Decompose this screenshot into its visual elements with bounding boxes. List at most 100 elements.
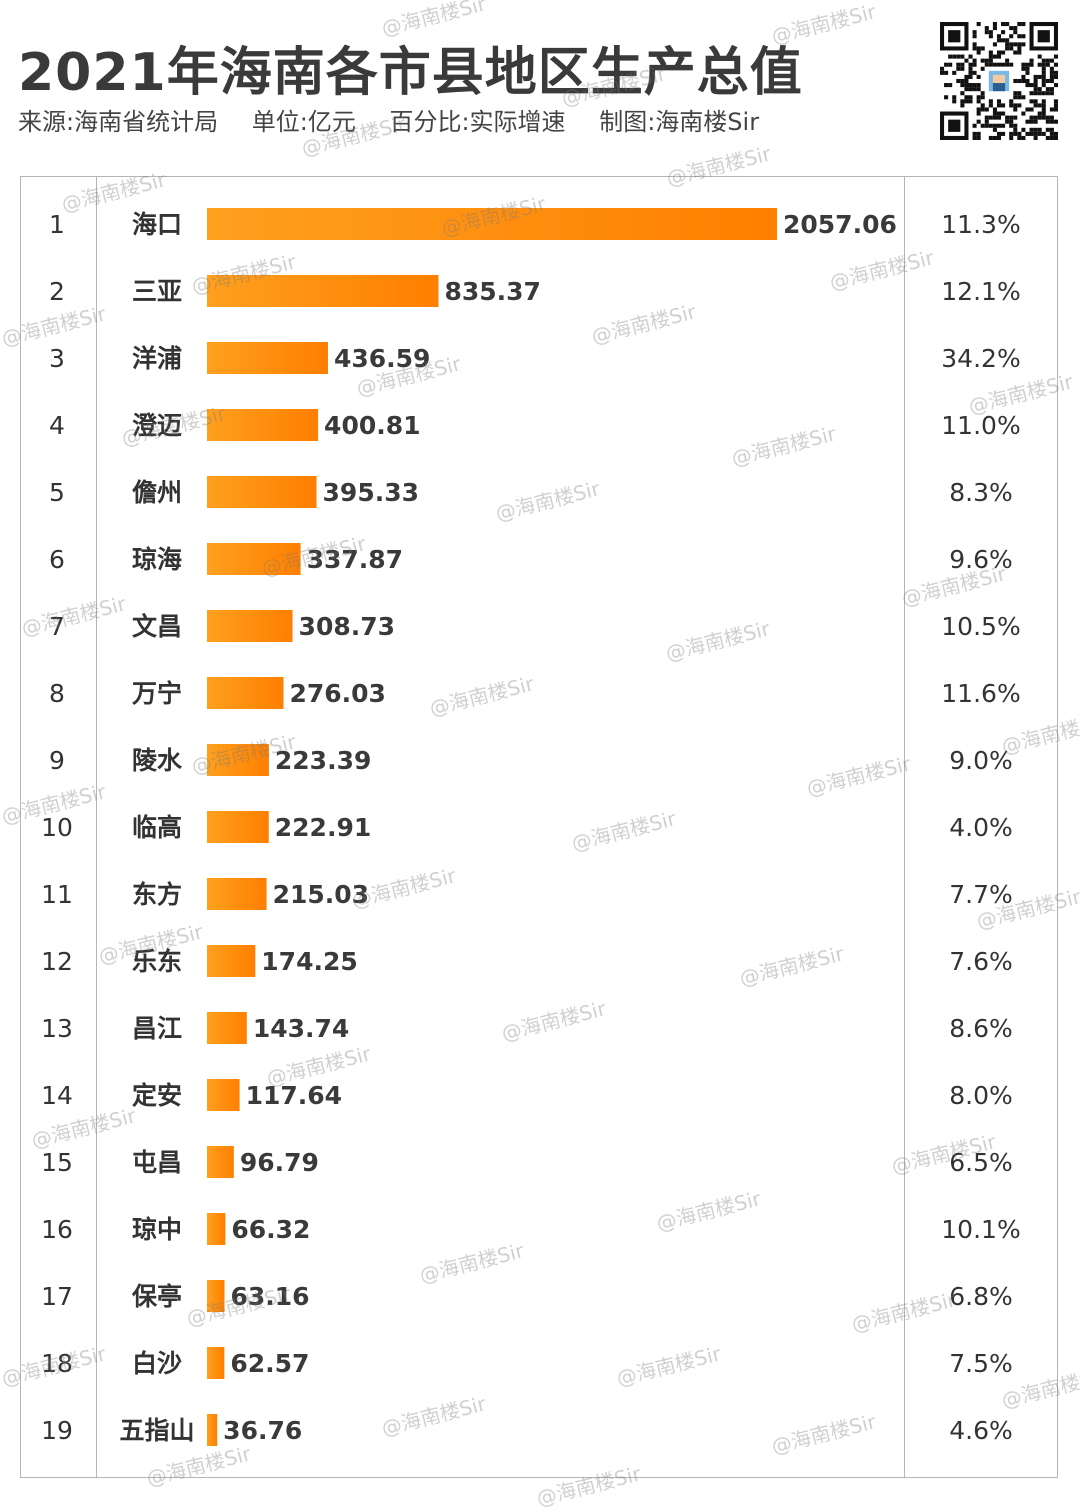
rank-label: 3	[49, 344, 65, 373]
rank-label: 13	[41, 1014, 73, 1043]
bar	[207, 677, 284, 709]
category-label: 澄迈	[132, 411, 182, 440]
bar	[207, 1347, 225, 1379]
bar	[207, 1414, 218, 1446]
category-label: 万宁	[132, 679, 182, 708]
category-label: 陵水	[132, 746, 183, 775]
value-label: 63.16	[231, 1282, 310, 1311]
category-label: 白沙	[132, 1349, 182, 1378]
rank-label: 17	[41, 1282, 73, 1311]
growth-label: 4.6%	[949, 1416, 1013, 1445]
rank-label: 1	[49, 210, 65, 239]
bar	[207, 342, 328, 374]
unit-label: 单位:亿元	[251, 108, 356, 136]
bar	[207, 275, 439, 307]
rank-divider	[96, 177, 97, 1477]
growth-label: 34.2%	[941, 344, 1020, 373]
rank-label: 14	[41, 1081, 73, 1110]
qr-code-icon	[940, 22, 1058, 140]
bar	[207, 1213, 226, 1245]
category-label: 海口	[132, 210, 182, 239]
growth-label: 7.6%	[949, 947, 1013, 976]
rank-label: 15	[41, 1148, 73, 1177]
category-label: 文昌	[132, 612, 182, 641]
growth-label: 8.6%	[949, 1014, 1013, 1043]
growth-label: 6.5%	[949, 1148, 1013, 1177]
value-label: 62.57	[230, 1349, 309, 1378]
value-label: 96.79	[240, 1148, 319, 1177]
value-label: 400.81	[324, 411, 420, 440]
category-label: 洋浦	[132, 344, 182, 373]
value-label: 223.39	[275, 746, 371, 775]
growth-label: 11.0%	[941, 411, 1020, 440]
value-label: 395.33	[323, 478, 419, 507]
bar	[207, 610, 293, 642]
rank-label: 5	[49, 478, 65, 507]
rank-label: 6	[49, 545, 65, 574]
value-label: 276.03	[289, 679, 385, 708]
category-label: 定安	[132, 1081, 182, 1110]
bar	[207, 945, 256, 977]
bar	[207, 878, 267, 910]
value-label: 835.37	[444, 277, 540, 306]
category-label: 临高	[132, 813, 182, 842]
rank-label: 19	[41, 1416, 73, 1445]
growth-label: 9.0%	[949, 746, 1013, 775]
bar	[207, 208, 777, 240]
growth-label: 4.0%	[949, 813, 1013, 842]
category-label: 保亭	[131, 1282, 182, 1311]
chart-title: 2021年海南各市县地区生产总值	[18, 43, 803, 103]
growth-label: 11.3%	[941, 210, 1020, 239]
category-label: 昌江	[132, 1014, 182, 1043]
value-label: 36.76	[223, 1416, 302, 1445]
rank-label: 11	[41, 880, 73, 909]
growth-label: 8.0%	[949, 1081, 1013, 1110]
rank-label: 8	[49, 679, 65, 708]
category-label: 三亚	[132, 277, 182, 306]
growth-label: 12.1%	[941, 277, 1020, 306]
growth-label: 7.5%	[949, 1349, 1013, 1378]
bar	[207, 1012, 247, 1044]
value-label: 2057.06	[783, 210, 897, 239]
source-label: 来源:海南省统计局	[18, 108, 219, 136]
rank-label: 4	[49, 411, 65, 440]
ranking-table: 1 海口 2057.06 11.3% 2 三亚 835.37 12.1% 3 洋浦 436.59 34…	[20, 176, 1058, 1478]
value-label: 436.59	[334, 344, 430, 373]
value-label: 143.74	[253, 1014, 349, 1043]
chart-subtitle: 来源:海南省统计局 单位:亿元 百分比:实际增速 制图:海南楼Sir	[18, 102, 785, 137]
growth-label: 9.6%	[949, 545, 1013, 574]
value-label: 308.73	[299, 612, 395, 641]
rank-label: 18	[41, 1349, 73, 1378]
category-label: 琼海	[132, 545, 182, 574]
growth-label: 6.8%	[949, 1282, 1013, 1311]
value-label: 117.64	[246, 1081, 342, 1110]
rank-label: 2	[49, 277, 65, 306]
category-label: 五指山	[119, 1416, 194, 1445]
rank-label: 12	[41, 947, 73, 976]
category-label: 儋州	[132, 478, 182, 507]
bar	[207, 744, 269, 776]
growth-label: 7.7%	[949, 880, 1013, 909]
category-label: 琼中	[132, 1215, 182, 1244]
bar	[207, 543, 301, 575]
growth-label: 10.1%	[941, 1215, 1020, 1244]
maker-label: 制图:海南楼Sir	[599, 108, 760, 136]
growth-label: 10.5%	[941, 612, 1020, 641]
category-label: 乐东	[132, 947, 182, 976]
rank-label: 16	[41, 1215, 73, 1244]
value-label: 337.87	[307, 545, 403, 574]
bar	[207, 1079, 240, 1111]
value-label: 66.32	[231, 1215, 310, 1244]
value-label: 174.25	[261, 947, 357, 976]
category-label: 屯昌	[132, 1148, 182, 1177]
value-label: 215.03	[273, 880, 369, 909]
rank-label: 7	[49, 612, 65, 641]
bar	[207, 1146, 234, 1178]
growth-divider	[904, 177, 905, 1477]
bar	[207, 1280, 225, 1312]
growth-label: 11.6%	[941, 679, 1020, 708]
rank-label: 10	[41, 813, 73, 842]
bar	[207, 811, 269, 843]
growth-label: 8.3%	[949, 478, 1013, 507]
bar-chart: 1 海口 2057.06 11.3% 2 三亚 835.37 12.1% 3 洋浦 436.59 34…	[41, 208, 1021, 1446]
